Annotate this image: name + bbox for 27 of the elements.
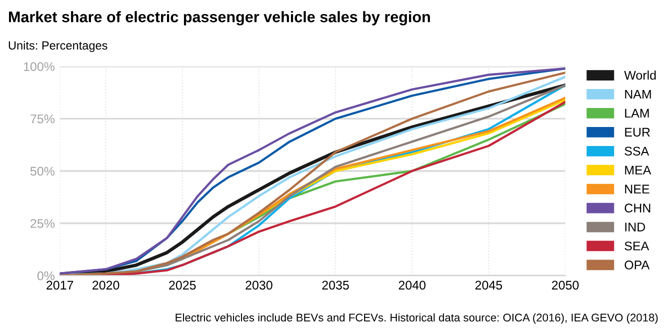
legend-label: IND bbox=[625, 222, 646, 232]
x-tick-label: 2040 bbox=[398, 280, 426, 290]
chart-title: Market share of electric passenger vehicle sales by region bbox=[9, 11, 430, 26]
x-tick-label: 2030 bbox=[246, 280, 272, 290]
x-tick-label: 2017 bbox=[46, 280, 74, 290]
legend-label: World bbox=[624, 70, 656, 80]
y-tick-label: 50% bbox=[30, 166, 55, 176]
x-tick-label: 2025 bbox=[169, 280, 196, 290]
legend-label: NAM bbox=[625, 90, 651, 99]
x-tick-label: 2020 bbox=[92, 280, 120, 290]
x-tick-label: 2045 bbox=[475, 280, 502, 290]
y-tick-label: 100% bbox=[24, 62, 55, 72]
legend-label: EUR bbox=[625, 128, 650, 137]
y-tick-label: 75% bbox=[30, 114, 55, 124]
legend-label: SEA bbox=[624, 242, 650, 250]
x-tick-label: 2035 bbox=[322, 280, 349, 290]
legend-label: CHN bbox=[624, 204, 650, 212]
legend-label: LAM bbox=[625, 108, 649, 118]
x-tick-label: 2050 bbox=[552, 280, 579, 290]
chart-subtitle: Units: Percentages bbox=[8, 40, 108, 52]
text: Electric vehicles include BEVs and FCEVs. Historical data source: OICA (2016), IEA GEVO (2018) bbox=[176, 313, 658, 324]
legend-label: SSA bbox=[624, 146, 650, 156]
legend-label: OPA bbox=[624, 260, 650, 270]
legend-label: NEE bbox=[625, 184, 650, 194]
legend-label: MEA bbox=[625, 166, 652, 174]
y-tick-label: 25% bbox=[30, 219, 55, 228]
y-tick-label: 0% bbox=[37, 271, 55, 280]
